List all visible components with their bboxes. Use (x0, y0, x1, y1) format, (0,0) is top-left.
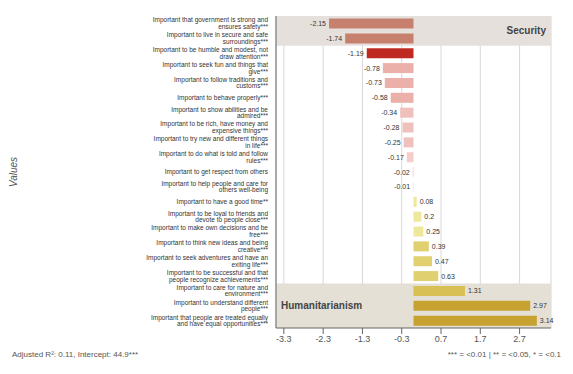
svg-text:Important to get respect from: Important to get respect from others (165, 168, 269, 176)
svg-text:Important to seek adventures a: Important to seek adventures and have an… (146, 254, 268, 269)
svg-text:-0.73: -0.73 (366, 79, 382, 86)
svg-text:Important to think new ideas a: Important to think new ideas and beingcr… (156, 239, 268, 253)
svg-text:Important to have a good time*: Important to have a good time** (177, 198, 269, 206)
svg-text:Important to try new and diffe: Important to try new and different thing… (154, 135, 269, 149)
html-text:*** = <0.01 | ** = <0.05, * =: *** = <0.01 | ** = <0.05, * = <0.1 (447, 350, 561, 359)
svg-text:1.31: 1.31 (468, 287, 482, 294)
svg-text:Important to behave properly**: Important to behave properly*** (177, 94, 268, 102)
svg-text:-0.01: -0.01 (394, 183, 410, 190)
svg-text:0.39: 0.39 (432, 243, 446, 250)
svg-text:2.7: 2.7 (513, 334, 526, 344)
svg-text:-0.58: -0.58 (372, 94, 388, 101)
svg-text:1.7: 1.7 (474, 334, 487, 344)
svg-text:-0.17: -0.17 (388, 154, 404, 161)
html-text:Adjusted R²: 0.11, Intercept:: Adjusted R²: 0.11, Intercept: 44.9*** (12, 350, 139, 359)
svg-text:3.14: 3.14 (540, 317, 554, 324)
svg-text:Important to live in secure an: Important to live in secure and safesurr… (167, 31, 269, 46)
svg-text:-0.3: -0.3 (394, 334, 410, 344)
svg-text:2.97: 2.97 (533, 302, 547, 309)
svg-text:Important that people are trea: Important that people are treated equall… (151, 314, 269, 329)
svg-text:Important to be rich, have mon: Important to be rich, have money andexpe… (160, 120, 268, 135)
svg-text:-0.78: -0.78 (364, 65, 380, 72)
svg-text:0.2: 0.2 (424, 213, 434, 220)
svg-text:Important to seek fun and thin: Important to seek fun and things thatgiv… (162, 61, 268, 76)
svg-text:Values: Values (8, 157, 19, 187)
svg-text:-2.3: -2.3 (315, 334, 331, 344)
svg-text:Important to follow traditions: Important to follow traditions andcustom… (174, 76, 268, 90)
svg-text:-1.74: -1.74 (326, 35, 342, 42)
svg-text:-0.28: -0.28 (384, 124, 400, 131)
svg-text:Important that government is s: Important that government is strong ande… (153, 16, 269, 31)
svg-text:0.25: 0.25 (426, 228, 440, 235)
svg-text:Humanitarianism: Humanitarianism (281, 300, 362, 311)
svg-text:Important to care for nature a: Important to care for nature andenvironm… (177, 284, 269, 298)
svg-text:Important to be successful and: Important to be successful and thatpeopl… (167, 269, 269, 284)
svg-text:-2.15: -2.15 (310, 20, 326, 27)
svg-text:0.7: 0.7 (435, 334, 448, 344)
svg-text:-3.3: -3.3 (276, 334, 292, 344)
svg-text:0.47: 0.47 (435, 258, 449, 265)
svg-text:-1.3: -1.3 (355, 334, 371, 344)
svg-text:-0.25: -0.25 (385, 139, 401, 146)
svg-text:0.63: 0.63 (441, 273, 455, 280)
svg-text:Important to show abilities an: Important to show abilities and beadmire… (171, 106, 268, 120)
svg-text:Important to do what is told a: Important to do what is told and followr… (159, 150, 269, 164)
svg-text:Important to understand differ: Important to understand differentpeople*… (174, 299, 269, 314)
svg-text:0.08: 0.08 (420, 198, 434, 205)
svg-text:Important to make own decision: Important to make own decisions and befr… (151, 224, 268, 238)
svg-text:-0.02: -0.02 (394, 169, 410, 176)
svg-text:Important to help people and c: Important to help people and care foroth… (161, 180, 268, 195)
svg-text:Important to be humble and mod: Important to be humble and modest, notdr… (153, 46, 269, 60)
svg-text:-0.34: -0.34 (381, 109, 397, 116)
svg-text:Security: Security (507, 25, 547, 36)
svg-text:-1.19: -1.19 (348, 50, 364, 57)
svg-text:Important to be loyal to frien: Important to be loyal to friends anddevo… (168, 210, 269, 225)
